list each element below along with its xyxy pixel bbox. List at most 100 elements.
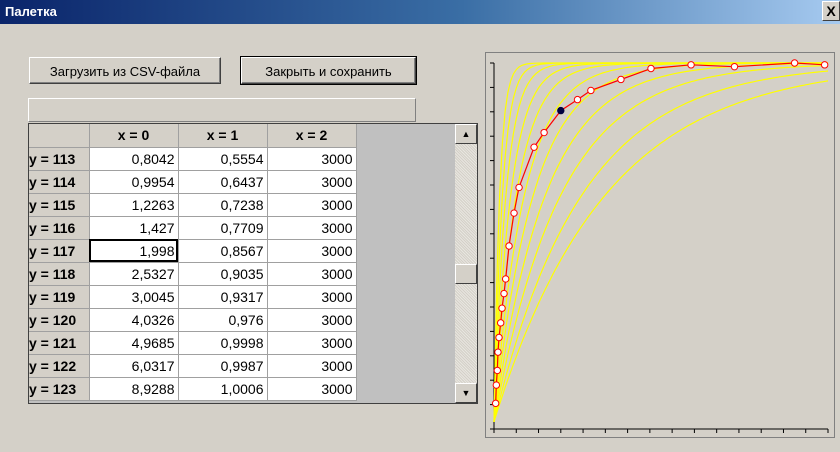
grid-header-row: x = 0 x = 1 x = 2 [29, 124, 357, 148]
scroll-thumb[interactable] [455, 264, 477, 284]
row-header[interactable]: y = 113 [29, 147, 90, 171]
grid-cell[interactable]: 3000 [267, 170, 357, 194]
chart-axes [490, 62, 829, 433]
close-button[interactable]: X [822, 1, 840, 21]
data-point [617, 75, 625, 84]
grid-cell[interactable]: 1,998 [89, 239, 179, 263]
close-and-save-button[interactable]: Закрыть и сохранить [240, 56, 417, 85]
grid-cell[interactable]: 0,9987 [178, 354, 268, 378]
grid-cell[interactable]: 2,5327 [89, 262, 179, 286]
grid-cell[interactable]: 4,9685 [89, 331, 179, 355]
data-point [540, 128, 548, 137]
column-header[interactable]: x = 0 [89, 124, 179, 148]
grid-cell[interactable]: 3000 [267, 193, 357, 217]
data-point [820, 61, 829, 69]
chart-curves [493, 62, 829, 422]
column-header[interactable]: x = 2 [267, 124, 357, 148]
highlighted-point [557, 106, 565, 115]
grid-cell[interactable]: 0,9998 [178, 331, 268, 355]
row-header[interactable]: y = 121 [29, 331, 90, 355]
data-point [505, 242, 513, 250]
grid-cell[interactable]: 3000 [267, 331, 357, 355]
data-point [494, 348, 502, 356]
grid-cell[interactable]: 3000 [267, 377, 357, 401]
table-row: y = 120 4,0326 0,976 3000 [29, 308, 357, 332]
row-header[interactable]: y = 115 [29, 193, 90, 217]
grid-cell[interactable]: 3000 [267, 308, 357, 332]
row-header[interactable]: y = 119 [29, 285, 90, 309]
grid-cell[interactable]: 1,0006 [178, 377, 268, 401]
data-point [493, 366, 502, 375]
grid-cell[interactable]: 0,9954 [89, 170, 179, 194]
row-header[interactable]: y = 120 [29, 308, 90, 332]
table-row: y = 119 3,0045 0,9317 3000 [29, 285, 357, 309]
data-point [730, 62, 739, 71]
selected-series-line [495, 62, 825, 404]
progress-bar [28, 98, 416, 122]
scroll-down-button[interactable]: ▼ [455, 383, 477, 403]
row-header[interactable]: y = 117 [29, 239, 90, 263]
window-title: Палетка [5, 4, 57, 19]
grid-cell[interactable]: 3000 [267, 262, 357, 286]
grid-cell[interactable]: 0,9035 [178, 262, 268, 286]
data-point [687, 61, 695, 69]
grid-cell[interactable]: 0,8567 [178, 239, 268, 263]
data-point [515, 183, 523, 192]
row-header[interactable]: y = 118 [29, 262, 90, 286]
data-point [790, 59, 799, 67]
grid-table: x = 0 x = 1 x = 2 y = 113 0,8042 0,5554 300… [29, 124, 357, 401]
grid-cell[interactable]: 0,7238 [178, 193, 268, 217]
data-grid[interactable]: x = 0 x = 1 x = 2 y = 113 0,8042 0,5554 300… [28, 123, 478, 404]
table-row: y = 114 0,9954 0,6437 3000 [29, 170, 357, 194]
row-header[interactable]: y = 122 [29, 354, 90, 378]
table-row: y = 118 2,5327 0,9035 3000 [29, 262, 357, 286]
column-header[interactable]: x = 1 [178, 124, 268, 148]
data-point [530, 143, 538, 151]
grid-cell[interactable]: 8,9288 [89, 377, 179, 401]
grid-cell[interactable]: 0,7709 [178, 216, 268, 240]
series-line-8 [493, 64, 829, 422]
palette-chart[interactable] [486, 53, 834, 437]
data-point [573, 95, 582, 104]
grid-cell[interactable]: 6,0317 [89, 354, 179, 378]
table-row: y = 123 8,9288 1,0006 3000 [29, 377, 357, 401]
title-bar: Палетка X [0, 0, 840, 24]
grid-cell[interactable]: 0,8042 [89, 147, 179, 171]
grid-cell[interactable]: 0,9317 [178, 285, 268, 309]
table-row: y = 121 4,9685 0,9998 3000 [29, 331, 357, 355]
series-line-9 [493, 70, 829, 422]
table-row: y = 115 1,2263 0,7238 3000 [29, 193, 357, 217]
data-point [496, 319, 505, 327]
grid-cell[interactable]: 0,6437 [178, 170, 268, 194]
grid-cell[interactable]: 4,0326 [89, 308, 179, 332]
chart-panel [485, 52, 835, 438]
grid-cell[interactable]: 3000 [267, 239, 357, 263]
grid-cell[interactable]: 0,5554 [178, 147, 268, 171]
data-point [492, 381, 501, 389]
row-header[interactable]: y = 114 [29, 170, 90, 194]
data-point [510, 209, 518, 217]
grid-cell[interactable]: 3000 [267, 354, 357, 378]
row-header[interactable]: y = 123 [29, 377, 90, 401]
grid-cell[interactable]: 1,427 [89, 216, 179, 240]
data-point [491, 399, 500, 408]
scroll-up-button[interactable]: ▲ [455, 124, 477, 144]
vertical-scrollbar[interactable]: ▲ ▼ [455, 124, 477, 403]
row-header[interactable]: y = 116 [29, 216, 90, 240]
grid-cell[interactable]: 3000 [267, 147, 357, 171]
data-point [647, 64, 655, 73]
data-point [495, 333, 503, 342]
grid-cell[interactable]: 0,976 [178, 308, 268, 332]
data-point [500, 289, 508, 298]
table-row: y = 116 1,427 0,7709 3000 [29, 216, 357, 240]
data-point [501, 275, 510, 283]
grid-corner [29, 124, 90, 148]
table-row: y = 122 6,0317 0,9987 3000 [29, 354, 357, 378]
load-csv-button[interactable]: Загрузить из CSV-файла [29, 57, 221, 84]
grid-cell[interactable]: 3000 [267, 216, 357, 240]
grid-cell[interactable]: 3,0045 [89, 285, 179, 309]
series-line-10 [493, 80, 829, 422]
selected-curve [491, 59, 829, 408]
grid-cell[interactable]: 1,2263 [89, 193, 179, 217]
grid-cell[interactable]: 3000 [267, 285, 357, 309]
